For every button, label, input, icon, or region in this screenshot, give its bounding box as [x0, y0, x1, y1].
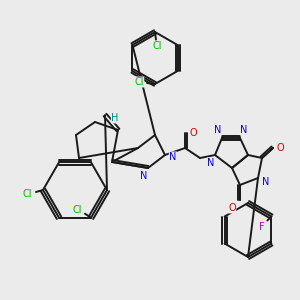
Text: O: O [276, 143, 284, 153]
Text: F: F [259, 221, 264, 232]
Text: N: N [169, 152, 177, 162]
Text: N: N [140, 171, 148, 181]
Text: Cl: Cl [134, 77, 144, 87]
Text: N: N [262, 177, 270, 187]
Text: O: O [189, 128, 197, 138]
Text: N: N [214, 125, 222, 135]
Text: N: N [207, 158, 215, 168]
Text: N: N [240, 125, 248, 135]
Text: O: O [228, 203, 236, 213]
Text: Cl: Cl [72, 205, 82, 215]
Text: H: H [111, 113, 119, 123]
Text: Cl: Cl [22, 189, 32, 199]
Text: Cl: Cl [152, 41, 162, 51]
